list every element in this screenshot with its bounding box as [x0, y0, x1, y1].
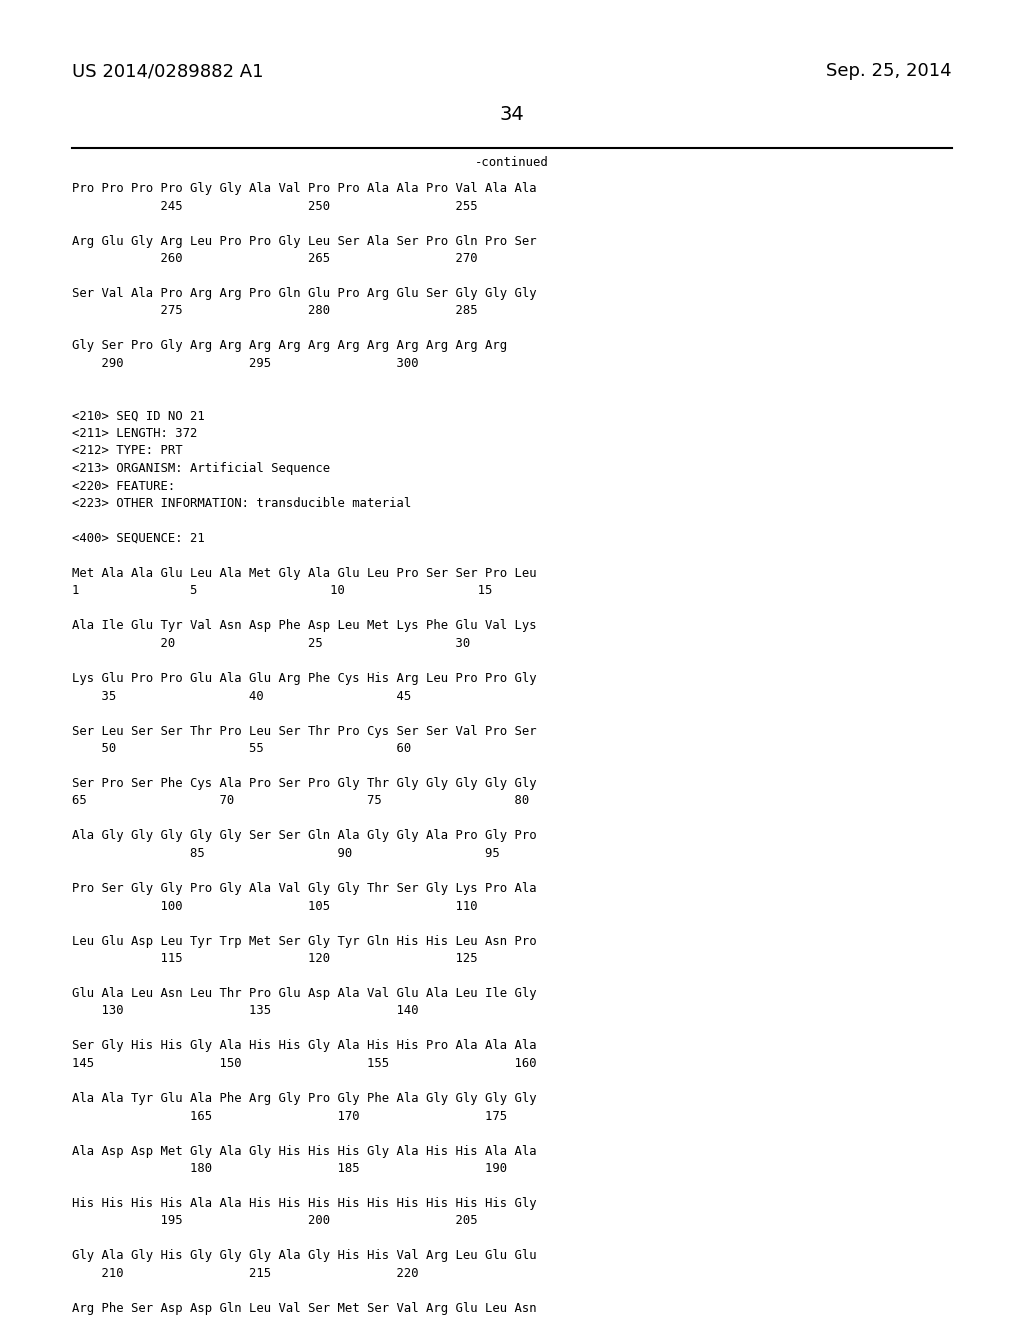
- Text: 34: 34: [500, 106, 524, 124]
- Text: <210> SEQ ID NO 21: <210> SEQ ID NO 21: [72, 409, 205, 422]
- Text: 275                 280                 285: 275 280 285: [72, 305, 477, 318]
- Text: Ser Pro Ser Phe Cys Ala Pro Ser Pro Gly Thr Gly Gly Gly Gly Gly: Ser Pro Ser Phe Cys Ala Pro Ser Pro Gly …: [72, 777, 537, 789]
- Text: Glu Ala Leu Asn Leu Thr Pro Glu Asp Ala Val Glu Ala Leu Ile Gly: Glu Ala Leu Asn Leu Thr Pro Glu Asp Ala …: [72, 987, 537, 1001]
- Text: Arg Phe Ser Asp Asp Gln Leu Val Ser Met Ser Val Arg Glu Leu Asn: Arg Phe Ser Asp Asp Gln Leu Val Ser Met …: [72, 1302, 537, 1315]
- Text: His His His His Ala Ala His His His His His His His His His Gly: His His His His Ala Ala His His His His …: [72, 1197, 537, 1210]
- Text: 260                 265                 270: 260 265 270: [72, 252, 477, 265]
- Text: Arg Glu Gly Arg Leu Pro Pro Gly Leu Ser Ala Ser Pro Gln Pro Ser: Arg Glu Gly Arg Leu Pro Pro Gly Leu Ser …: [72, 235, 537, 248]
- Text: Pro Pro Pro Pro Gly Gly Ala Val Pro Pro Ala Ala Pro Val Ala Ala: Pro Pro Pro Pro Gly Gly Ala Val Pro Pro …: [72, 182, 537, 195]
- Text: Met Ala Ala Glu Leu Ala Met Gly Ala Glu Leu Pro Ser Ser Pro Leu: Met Ala Ala Glu Leu Ala Met Gly Ala Glu …: [72, 568, 537, 579]
- Text: 210                 215                 220: 210 215 220: [72, 1267, 419, 1280]
- Text: 130                 135                 140: 130 135 140: [72, 1005, 419, 1018]
- Text: Lys Glu Pro Pro Glu Ala Glu Arg Phe Cys His Arg Leu Pro Pro Gly: Lys Glu Pro Pro Glu Ala Glu Arg Phe Cys …: [72, 672, 537, 685]
- Text: 1               5                  10                  15: 1 5 10 15: [72, 585, 493, 598]
- Text: <211> LENGTH: 372: <211> LENGTH: 372: [72, 426, 198, 440]
- Text: 115                 120                 125: 115 120 125: [72, 952, 477, 965]
- Text: 35                  40                  45: 35 40 45: [72, 689, 412, 702]
- Text: Gly Ala Gly His Gly Gly Gly Ala Gly His His Val Arg Leu Glu Glu: Gly Ala Gly His Gly Gly Gly Ala Gly His …: [72, 1250, 537, 1262]
- Text: Pro Ser Gly Gly Pro Gly Ala Val Gly Gly Thr Ser Gly Lys Pro Ala: Pro Ser Gly Gly Pro Gly Ala Val Gly Gly …: [72, 882, 537, 895]
- Text: US 2014/0289882 A1: US 2014/0289882 A1: [72, 62, 263, 81]
- Text: 165                 170                 175: 165 170 175: [72, 1110, 507, 1122]
- Text: 245                 250                 255: 245 250 255: [72, 199, 477, 213]
- Text: Ser Leu Ser Ser Thr Pro Leu Ser Thr Pro Cys Ser Ser Val Pro Ser: Ser Leu Ser Ser Thr Pro Leu Ser Thr Pro …: [72, 725, 537, 738]
- Text: 180                 185                 190: 180 185 190: [72, 1162, 507, 1175]
- Text: 100                 105                 110: 100 105 110: [72, 899, 477, 912]
- Text: -continued: -continued: [475, 156, 549, 169]
- Text: <220> FEATURE:: <220> FEATURE:: [72, 479, 175, 492]
- Text: 195                 200                 205: 195 200 205: [72, 1214, 477, 1228]
- Text: Leu Glu Asp Leu Tyr Trp Met Ser Gly Tyr Gln His His Leu Asn Pro: Leu Glu Asp Leu Tyr Trp Met Ser Gly Tyr …: [72, 935, 537, 948]
- Text: Ala Gly Gly Gly Gly Gly Ser Ser Gln Ala Gly Gly Ala Pro Gly Pro: Ala Gly Gly Gly Gly Gly Ser Ser Gln Ala …: [72, 829, 537, 842]
- Text: Sep. 25, 2014: Sep. 25, 2014: [826, 62, 952, 81]
- Text: 85                  90                  95: 85 90 95: [72, 847, 500, 861]
- Text: Ala Asp Asp Met Gly Ala Gly His His His Gly Ala His His Ala Ala: Ala Asp Asp Met Gly Ala Gly His His His …: [72, 1144, 537, 1158]
- Text: <223> OTHER INFORMATION: transducible material: <223> OTHER INFORMATION: transducible ma…: [72, 498, 412, 510]
- Text: <213> ORGANISM: Artificial Sequence: <213> ORGANISM: Artificial Sequence: [72, 462, 330, 475]
- Text: 290                 295                 300: 290 295 300: [72, 356, 419, 370]
- Text: 50                  55                  60: 50 55 60: [72, 742, 412, 755]
- Text: Gly Ser Pro Gly Arg Arg Arg Arg Arg Arg Arg Arg Arg Arg Arg: Gly Ser Pro Gly Arg Arg Arg Arg Arg Arg …: [72, 339, 507, 352]
- Text: <400> SEQUENCE: 21: <400> SEQUENCE: 21: [72, 532, 205, 545]
- Text: Ala Ile Glu Tyr Val Asn Asp Phe Asp Leu Met Lys Phe Glu Val Lys: Ala Ile Glu Tyr Val Asn Asp Phe Asp Leu …: [72, 619, 537, 632]
- Text: Ala Ala Tyr Glu Ala Phe Arg Gly Pro Gly Phe Ala Gly Gly Gly Gly: Ala Ala Tyr Glu Ala Phe Arg Gly Pro Gly …: [72, 1092, 537, 1105]
- Text: <212> TYPE: PRT: <212> TYPE: PRT: [72, 445, 182, 458]
- Text: 20                  25                  30: 20 25 30: [72, 638, 470, 649]
- Text: Ser Gly His His Gly Ala His His Gly Ala His His Pro Ala Ala Ala: Ser Gly His His Gly Ala His His Gly Ala …: [72, 1040, 537, 1052]
- Text: Ser Val Ala Pro Arg Arg Pro Gln Glu Pro Arg Glu Ser Gly Gly Gly: Ser Val Ala Pro Arg Arg Pro Gln Glu Pro …: [72, 286, 537, 300]
- Text: 65                  70                  75                  80: 65 70 75 80: [72, 795, 529, 808]
- Text: 145                 150                 155                 160: 145 150 155 160: [72, 1057, 537, 1071]
